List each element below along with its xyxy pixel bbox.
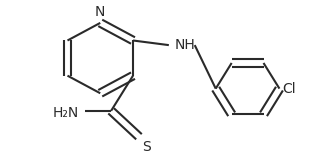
Text: N: N <box>95 5 105 19</box>
Text: S: S <box>142 140 151 154</box>
Text: H₂N: H₂N <box>53 106 79 120</box>
Text: NH: NH <box>175 38 196 52</box>
Text: Cl: Cl <box>282 82 296 96</box>
